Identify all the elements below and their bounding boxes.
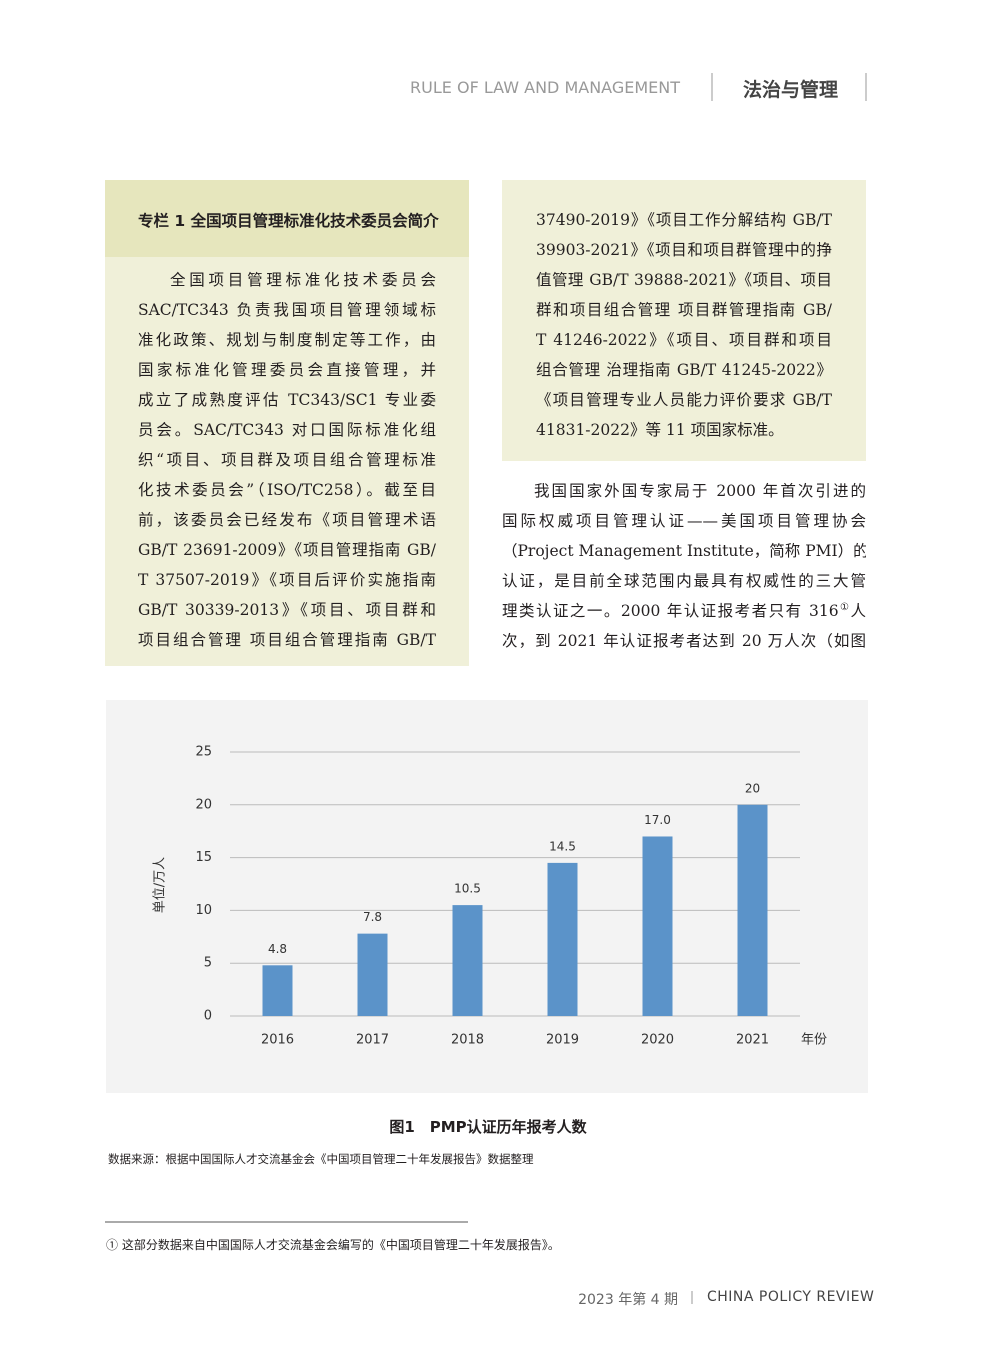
text-line: 前，该委员会已经发布《项目管理术语: [138, 511, 436, 529]
footnote: ① 这部分数据来自中国国际人才交流基金会编写的《中国项目管理二十年发展报告》。: [106, 1238, 560, 1252]
text-line: GB/T 30339-2013》《项目、项目群和: [138, 601, 436, 619]
bar: [642, 836, 673, 1016]
y-tick-label: 5: [204, 956, 212, 971]
x-tick-label: 2016: [261, 1033, 294, 1048]
bar: [547, 862, 578, 1016]
x-tick-label: 2020: [641, 1033, 674, 1048]
y-axis-title: 单位/万人: [153, 857, 168, 913]
text-line: 准化政策、规划与制度制定等工作，由: [138, 331, 436, 349]
text-line: 项目组合管理 项目组合管理指南 GB/T: [138, 631, 436, 649]
value-label: 17.0: [644, 813, 671, 827]
text-line: 41831-2022》等 11 项国家标准。: [536, 421, 784, 439]
bar: [452, 905, 483, 1016]
y-tick-label: 20: [195, 797, 212, 812]
footer-journal: CHINA POLICY REVIEW: [707, 1289, 875, 1305]
y-tick-label: 25: [195, 745, 212, 760]
value-label: 20: [745, 781, 760, 795]
y-tick-label: 15: [195, 850, 212, 865]
text-line: 国际权威项目管理认证——美国项目管理协会: [502, 512, 866, 530]
header-cn: 法治与管理: [743, 79, 839, 101]
text-line: 全国项目管理标准化技术委员会: [170, 271, 436, 289]
footnote-marker: ①: [838, 601, 851, 613]
figure-caption: 图1 PMP认证历年报考人数: [389, 1118, 587, 1136]
text-line: 组合管理 治理指南 GB/T 41245-2022》: [536, 361, 832, 379]
figure-source: 数据来源：根据中国国际人才交流基金会《中国项目管理二十年发展报告》数据整理: [108, 1152, 534, 1166]
bar: [262, 965, 293, 1016]
text-line: SAC/TC343 负责我国项目管理领域标: [138, 301, 436, 319]
text-line: T 41246-2022》《项目、项目群和项目: [536, 331, 832, 349]
bar: [737, 804, 768, 1016]
x-tick-label: 2018: [451, 1033, 484, 1048]
text-line: 理类认证之一。2000 年认证报考者只有 316①人: [502, 596, 866, 626]
text-line: 织“项目、项目群及项目组合管理标准: [138, 451, 436, 469]
text-line: 37490-2019》《项目工作分解结构 GB/T: [536, 211, 832, 229]
text-span: 理类认证之一。2000 年认证报考者只有 316: [502, 602, 839, 620]
y-tick-label: 0: [204, 1009, 212, 1024]
sidebar-title-band: [105, 180, 469, 257]
sidebar-left: [105, 180, 469, 666]
header-en: RULE OF LAW AND MANAGEMENT: [410, 78, 680, 97]
text-span: 人: [850, 602, 867, 620]
text-line: 值管理 GB/T 39888-2021》《项目、项目: [536, 271, 832, 289]
value-label: 7.8: [363, 910, 382, 924]
text-line: GB/T 23691-2009》《项目管理指南 GB/: [138, 541, 436, 559]
text-line: 群和项目组合管理 项目群管理指南 GB/: [536, 301, 832, 319]
text-line: 《项目管理专业人员能力评价要求 GB/T: [536, 391, 832, 409]
x-tick-label: 2019: [546, 1033, 579, 1048]
x-tick-label: 2017: [356, 1033, 389, 1048]
text-line: T 37507-2019》《项目后评价实施指南: [138, 571, 436, 589]
footer-issue: 2023 年第 4 期: [578, 1292, 678, 1308]
text-line: （Project Management Institute，简称 PMI）的 P…: [502, 542, 866, 560]
y-tick-label: 10: [195, 903, 212, 918]
text-line: 我国国家外国专家局于 2000 年首次引进的: [534, 482, 866, 500]
value-label: 14.5: [549, 839, 576, 853]
text-line: 成立了成熟度评估 TC343/SC1 专业委: [138, 391, 436, 409]
text-line: 化技术委员会”（ISO/TC258）。截至目: [138, 481, 436, 499]
value-label: 4.8: [268, 942, 287, 956]
x-axis-title: 年份: [801, 1033, 827, 1048]
sidebar-title: 专栏 1 全国项目管理标准化技术委员会简介: [138, 212, 439, 230]
text-line: 员会。SAC/TC343 对口国际标准化组: [138, 421, 436, 439]
text-line: 国家标准化管理委员会直接管理，并: [138, 361, 436, 379]
text-line: 39903-2021》《项目和项目群管理中的挣: [536, 241, 832, 259]
sidebar-right: [502, 180, 866, 461]
text-line: 认证，是目前全球范围内最具有权威性的三大管: [502, 572, 866, 590]
text-line: 次，到 2021 年认证报考者达到 20 万人次（如图: [502, 632, 866, 650]
bar: [357, 933, 388, 1016]
value-label: 10.5: [454, 882, 481, 896]
x-tick-label: 2021: [736, 1033, 769, 1048]
